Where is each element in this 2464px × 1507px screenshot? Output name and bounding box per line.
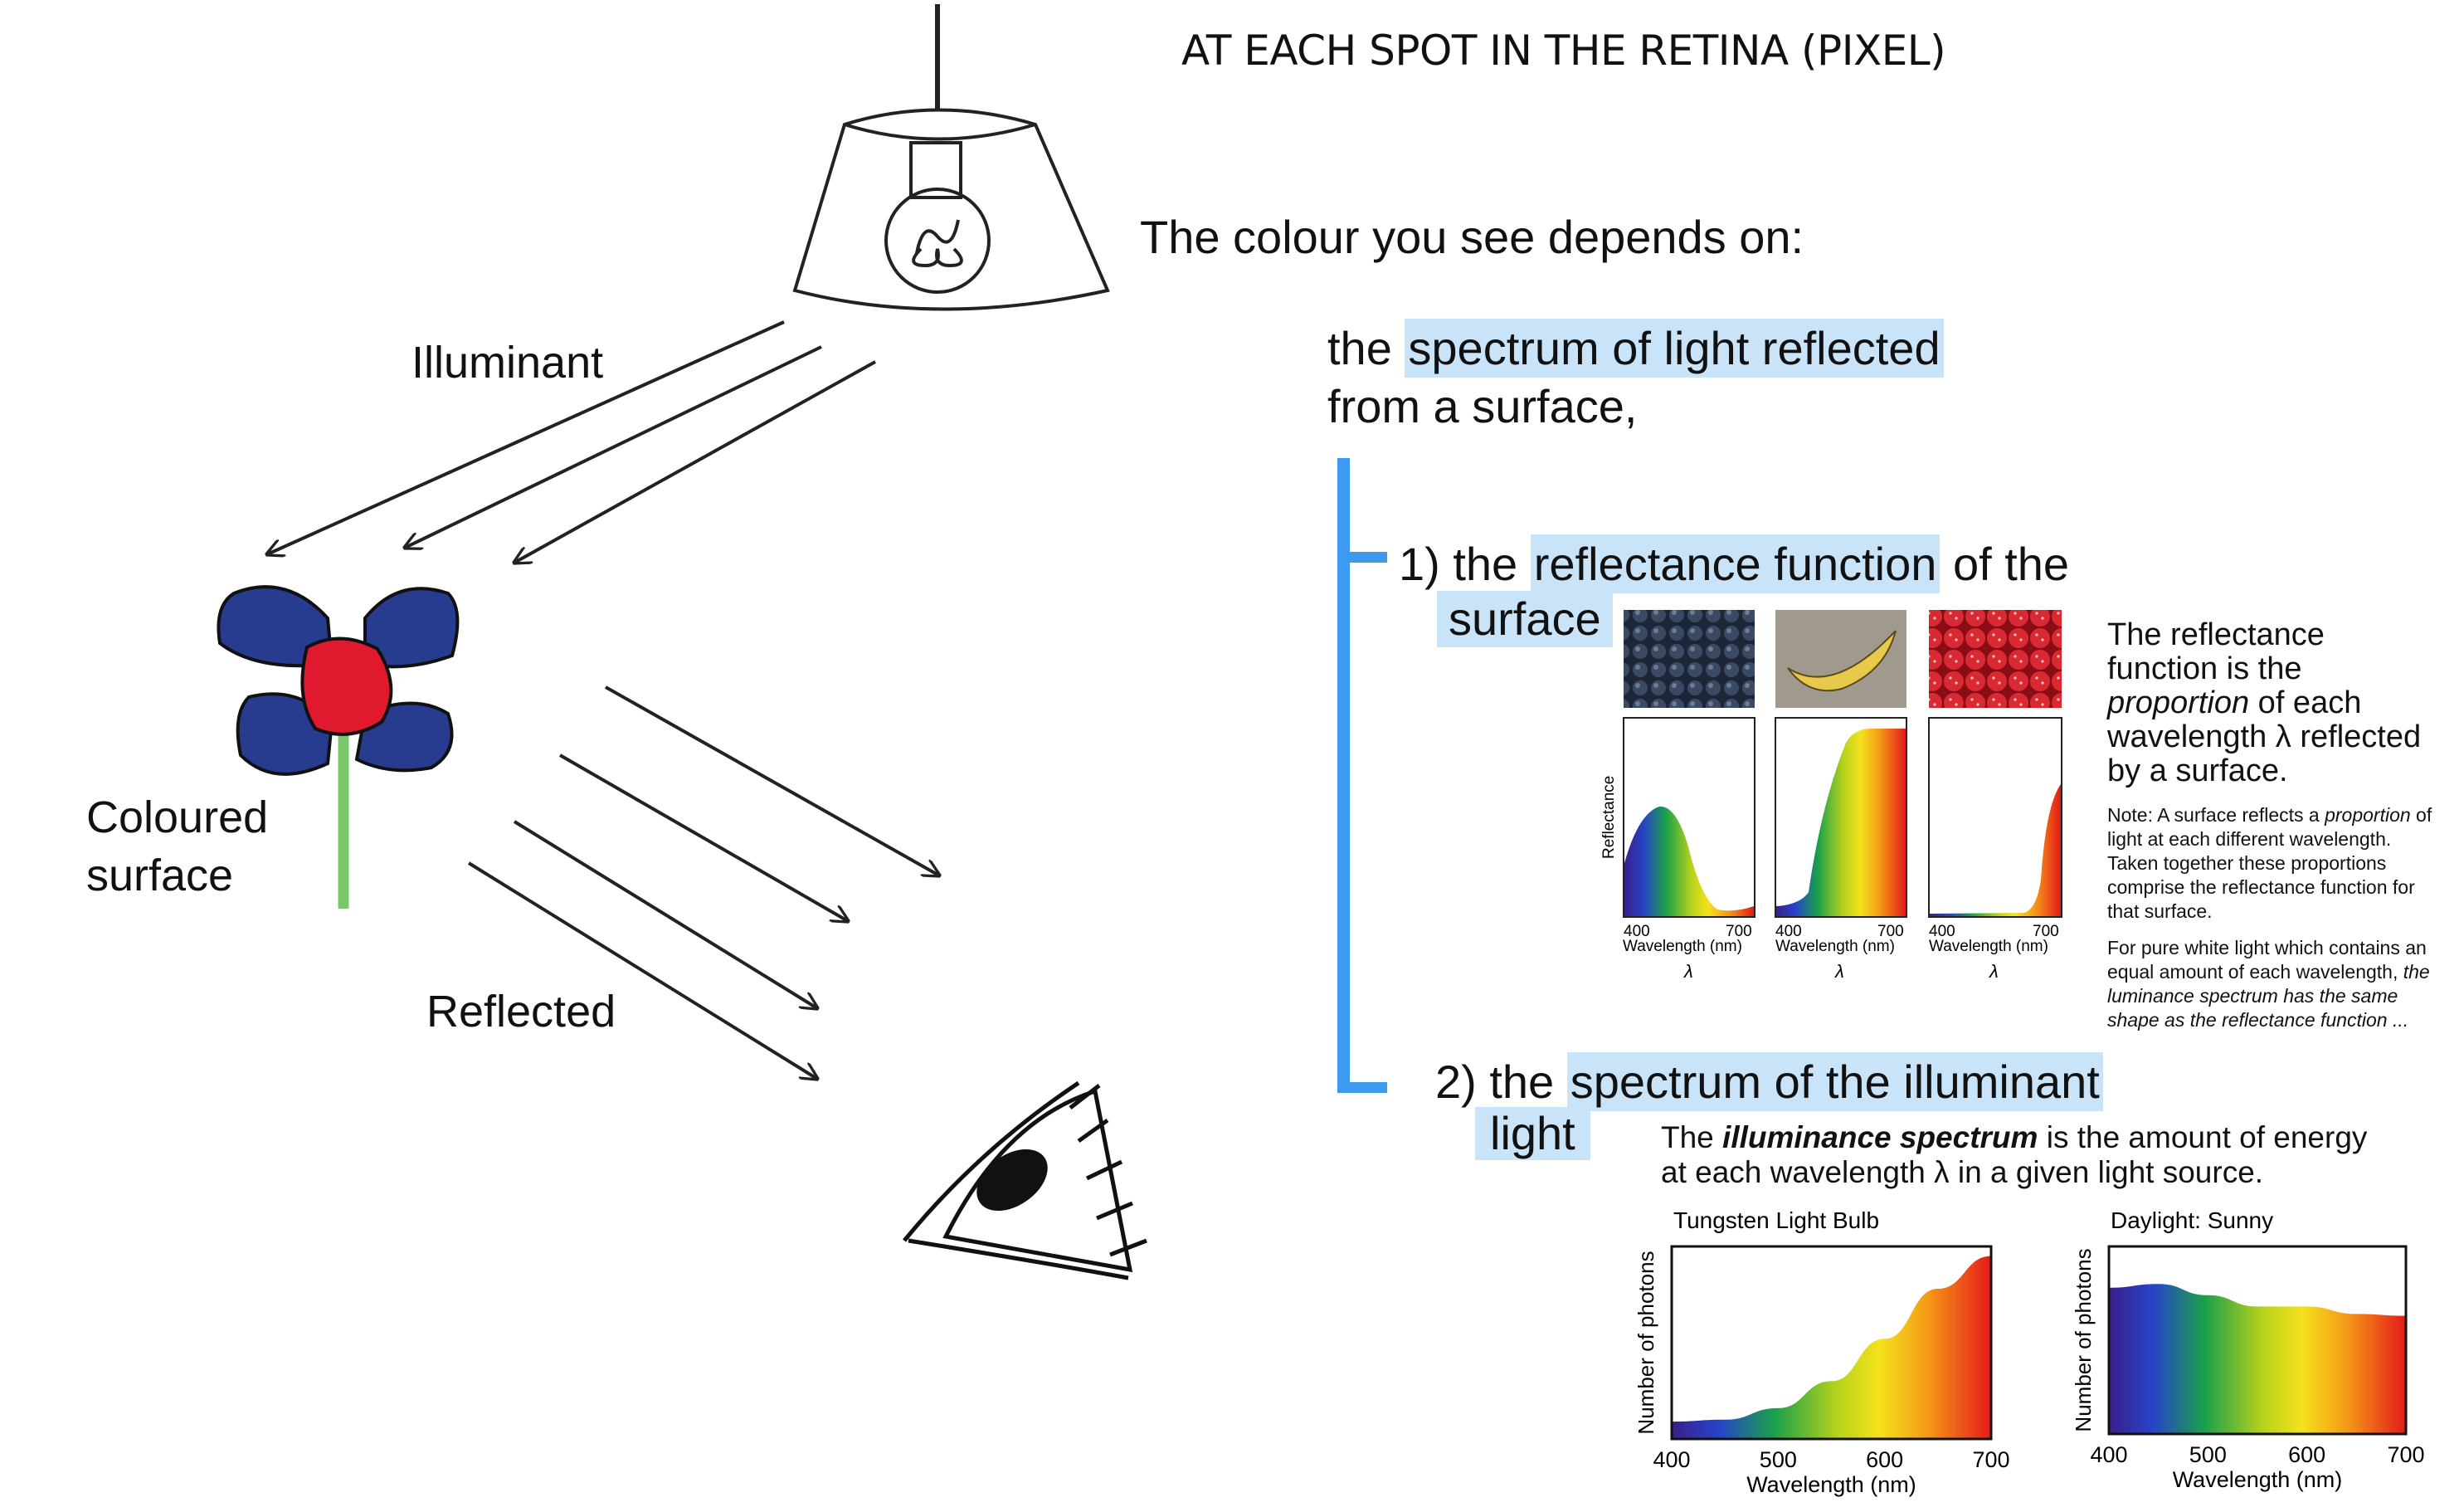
- item1-highlight: reflectance function: [1530, 534, 1941, 593]
- intro-text: The colour you see depends on:: [1140, 211, 1804, 263]
- illuminant-charts: Tungsten Light Bulb 400 500 600 700 Wavelengt…: [1634, 1207, 2425, 1497]
- item1-num: 1) the: [1399, 538, 1531, 590]
- banana-photo: [1775, 610, 1906, 708]
- lambda-a: λ: [1683, 961, 1693, 982]
- tick-400-a: 400: [1624, 923, 1650, 940]
- x-tick-2-700: 700: [2387, 1442, 2424, 1467]
- item2-num: 2) the: [1435, 1056, 1567, 1108]
- x-tick-1-700: 700: [1972, 1447, 2009, 1472]
- x-tick-1-500: 500: [1760, 1447, 1797, 1472]
- note1-a: Note: A surface reflects a: [2107, 804, 2325, 826]
- strawberries-photo: [1929, 610, 2062, 708]
- chart-title-2: Daylight: Sunny: [2111, 1207, 2273, 1233]
- x-tick-1-400: 400: [1653, 1447, 1690, 1472]
- lambda-c: λ: [1989, 961, 1999, 982]
- x-label-2: Wavelength (nm): [2173, 1467, 2343, 1492]
- chart-frame-1: [1670, 1245, 1993, 1441]
- item1-line2: surface: [1437, 591, 1613, 647]
- refl-desc-l1: The reflectance: [2107, 617, 2325, 652]
- illuminant-arrows: [267, 320, 876, 563]
- refl-desc-l5: by a surface.: [2107, 754, 2288, 788]
- x-tick-1-600: 600: [1866, 1447, 1903, 1472]
- reflectance-plot-strawberry: [1928, 717, 2062, 918]
- illum-desc-l1: The illuminance spectrum is the amount o…: [1661, 1120, 2408, 1155]
- xlabel-a: Wavelength (nm): [1623, 938, 1742, 955]
- eye-icon: [903, 1080, 1147, 1280]
- note1-em: proportion: [2325, 804, 2411, 826]
- item2-line1: 2) the spectrum of the illuminant: [1435, 1052, 2103, 1111]
- tick-700-b: 700: [1877, 923, 1904, 940]
- illum-desc-a: The: [1661, 1120, 1723, 1154]
- flower-icon: [217, 585, 460, 909]
- scene-illustration: [217, 4, 1147, 1280]
- reflectance-plot-blueberry: [1623, 717, 1755, 918]
- illuminance-description: The illuminance spectrum is the amount o…: [1661, 1120, 2408, 1190]
- tick-400-c: 400: [1929, 923, 1955, 940]
- illum-desc-b: is the amount of energy: [2038, 1120, 2368, 1154]
- refl-desc-l3-rest: of each: [2249, 685, 2362, 720]
- tick-700-c: 700: [2033, 923, 2059, 940]
- lamp-icon: [792, 4, 1110, 311]
- note2-em: the luminance spectrum has the same shap…: [2107, 961, 2430, 1031]
- spectrum-line2: from a surface,: [1327, 380, 1638, 432]
- item2-line2: light: [1475, 1107, 1590, 1160]
- spectrum-line: the spectrum of light reflected: [1327, 319, 1944, 378]
- spectrum-area-2: [2109, 1284, 2406, 1434]
- tick-400-b: 400: [1775, 923, 1802, 940]
- x-tick-2-600: 600: [2288, 1442, 2325, 1467]
- item1-post: of the: [1940, 538, 2070, 590]
- xlabel-c: Wavelength (nm): [1929, 938, 2048, 955]
- spectrum-highlight: spectrum of light reflected: [1405, 319, 1944, 378]
- surface-label-line1: Coloured: [86, 793, 269, 842]
- y-label-1: Number of photons: [1634, 1251, 1658, 1434]
- illuminant-label: Illuminant: [411, 338, 604, 388]
- note-1: Note: A surface reflects a proportion of…: [2107, 803, 2443, 924]
- illum-desc-l2: at each wavelength λ in a given light so…: [1661, 1155, 2264, 1189]
- reflectance-plot-banana: [1775, 717, 1907, 918]
- blueberries-photo: [1624, 610, 1755, 708]
- tick-700-a: 700: [1726, 923, 1752, 940]
- lambda-b: λ: [1834, 961, 1844, 982]
- refl-desc-em: proportion: [2107, 685, 2250, 720]
- reflected-label: Reflected: [426, 987, 616, 1036]
- item2-highlight: spectrum of the illuminant: [1566, 1052, 2103, 1111]
- xlabel-b: Wavelength (nm): [1775, 938, 1895, 955]
- bracket-line: [1337, 458, 1350, 1093]
- refl-desc-l3: proportion of each: [2107, 686, 2456, 720]
- note2-a: For pure white light which contains an e…: [2107, 937, 2427, 983]
- surface-label-line2: surface: [86, 851, 234, 900]
- x-label-1: Wavelength (nm): [1746, 1472, 1916, 1497]
- refl-desc-l4: wavelength λ reflected: [2107, 719, 2422, 754]
- spectrum-pre: the: [1327, 322, 1405, 374]
- reflected-arrows: [467, 685, 939, 1079]
- refl-desc-l2: function is the: [2107, 651, 2302, 686]
- item1-line1: 1) the reflectance function of the: [1399, 534, 2070, 593]
- x-tick-2-500: 500: [2189, 1442, 2227, 1467]
- illum-desc-strong: illuminance spectrum: [1722, 1120, 2038, 1154]
- reflectance-panels: Reflectance 400 700 Wavelength (nm) λ 40…: [1600, 610, 2062, 982]
- y-label-2: Number of photons: [2071, 1248, 2096, 1431]
- bracket-tick-1: [1337, 552, 1387, 563]
- page-title: AT EACH SPOT IN THE RETINA (PIXEL): [1181, 27, 1946, 75]
- x-tick-2-400: 400: [2090, 1442, 2127, 1467]
- chart-title-1: Tungsten Light Bulb: [1673, 1207, 1879, 1233]
- note1-b: of light at each different wavelength. T…: [2107, 804, 2432, 922]
- note-2: For pure white light which contains an e…: [2107, 936, 2443, 1032]
- chart-frame-2: [2107, 1245, 2408, 1436]
- spectrum-area-1: [1672, 1256, 1991, 1439]
- reflectance-description: The reflectance function is the proporti…: [2107, 618, 2456, 788]
- reflectance-ylabel: Reflectance: [1600, 776, 1618, 859]
- bracket-tick-2: [1337, 1082, 1387, 1093]
